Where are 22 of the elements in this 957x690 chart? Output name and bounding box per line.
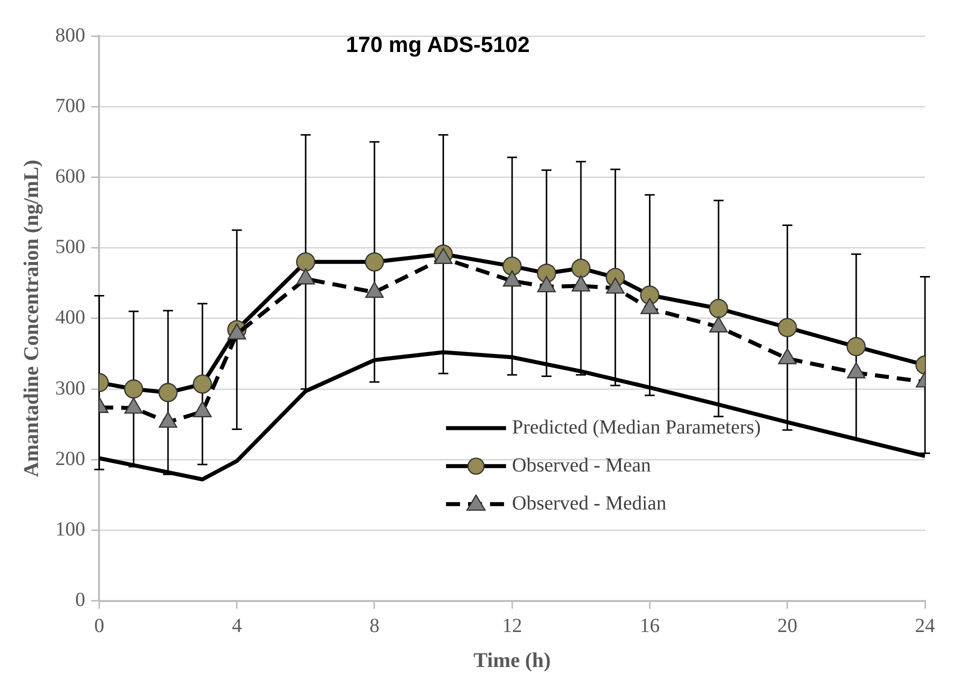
x-tick-label: 24: [915, 615, 935, 638]
legend-label: Observed - Mean: [512, 454, 651, 476]
legend-label: Observed - Median: [512, 492, 666, 514]
x-tick-label: 20: [777, 615, 798, 638]
y-tick-label: 500: [55, 236, 86, 258]
y-tick-label: 800: [55, 24, 86, 46]
x-tick-label: 16: [640, 615, 660, 638]
x-axis-title: Time (h): [474, 648, 551, 672]
x-tick-label: 4: [232, 615, 242, 638]
y-tick-label: 100: [55, 518, 86, 540]
y-tick-label: 400: [55, 306, 86, 329]
y-tick-label: 300: [55, 377, 86, 400]
legend-label: Predicted (Median Parameters): [512, 416, 761, 438]
x-tick-label: 12: [502, 615, 522, 638]
y-tick-label: 200: [55, 448, 86, 470]
y-axis-title: Amantadine Concentraion (ng/mL): [19, 160, 44, 478]
y-tick-label: 0: [75, 589, 86, 612]
y-tick-label: 600: [55, 165, 86, 188]
x-tick-label: 0: [94, 615, 104, 638]
y-tick-label: 700: [55, 94, 86, 117]
x-tick-label: 8: [369, 615, 380, 638]
chart-title: 170 mg ADS-5102: [346, 32, 530, 58]
